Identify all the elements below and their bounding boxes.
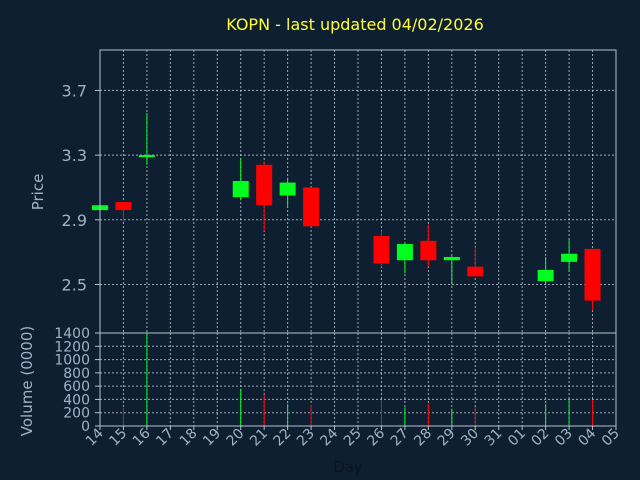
price-axis-title: Price <box>29 174 47 211</box>
candle-body <box>303 187 320 227</box>
volume-y-tick-label: 800 <box>63 366 90 382</box>
x-tick-label: 21 <box>247 426 271 450</box>
candle-body <box>443 256 460 261</box>
chart-title: KOPN - last updated 04/02/2026 <box>226 15 484 34</box>
x-tick-label: 19 <box>200 426 224 450</box>
x-tick-label: 17 <box>153 426 177 450</box>
volume-axis-title: Volume (0000) <box>18 326 36 436</box>
price-y-tick-label: 3.7 <box>62 81 87 100</box>
price-y-tick-label: 2.9 <box>62 211 87 230</box>
x-tick-label: 01 <box>505 426 529 450</box>
x-tick-label: 20 <box>224 426 248 450</box>
candle-body <box>396 244 413 261</box>
price-y-tick-labels: 2.5 2.9 3.3 3.7 <box>62 81 100 294</box>
candle-body <box>537 269 554 282</box>
x-tick-label: 29 <box>435 426 459 450</box>
price-gridlines <box>100 50 616 333</box>
x-tick-label: 25 <box>341 426 365 450</box>
candle-body <box>373 235 390 264</box>
x-tick-label: 30 <box>458 426 482 450</box>
volume-plot-frame <box>99 332 617 427</box>
price-y-tick-label: 2.5 <box>62 275 87 294</box>
candle-body <box>561 253 578 262</box>
volume-y-tick-label: 1200 <box>54 339 90 355</box>
candle-body <box>138 155 155 158</box>
volume-y-tick-label: 200 <box>63 406 90 422</box>
x-tick-label: 26 <box>364 425 388 449</box>
candle-body <box>256 164 273 206</box>
x-tick-label: 22 <box>271 426 295 450</box>
x-tick-label: 28 <box>411 426 435 450</box>
candle-body <box>420 240 437 261</box>
x-tick-label: 23 <box>294 426 318 450</box>
x-tick-label: 24 <box>317 425 341 449</box>
candle-body <box>115 202 132 211</box>
x-tick-label: 05 <box>599 426 623 450</box>
volume-y-tick-label: 1000 <box>54 353 90 369</box>
x-tick-label: 18 <box>177 426 201 450</box>
volume-y-tick-label: 600 <box>63 379 90 395</box>
x-tick-label: 15 <box>106 426 130 450</box>
candle-body <box>584 248 601 301</box>
x-tick-label: 16 <box>130 425 154 449</box>
candle-body <box>279 182 296 196</box>
x-axis-title: Day <box>333 458 363 476</box>
price-y-tick-label: 3.3 <box>62 146 87 165</box>
x-tick-label: 02 <box>529 426 553 450</box>
volume-y-tick-label: 0 <box>81 419 90 435</box>
x-tick-label: 04 <box>575 425 599 449</box>
volume-y-tick-label: 400 <box>63 392 90 408</box>
volume-y-tick-label: 1400 <box>54 326 90 342</box>
x-tick-label: 03 <box>552 426 576 450</box>
price-candles <box>92 113 601 311</box>
volume-gridlines <box>100 333 616 426</box>
candle-body <box>232 180 249 198</box>
candle-body <box>467 266 484 277</box>
x-tick-label: 31 <box>482 426 506 450</box>
x-tick-labels: 14 15 16 17 18 19 20 21 22 23 24 25 26 27 28 29 30 31 01 02… <box>83 425 623 449</box>
volume-bars <box>122 333 594 426</box>
x-tick-label: 27 <box>388 426 412 450</box>
